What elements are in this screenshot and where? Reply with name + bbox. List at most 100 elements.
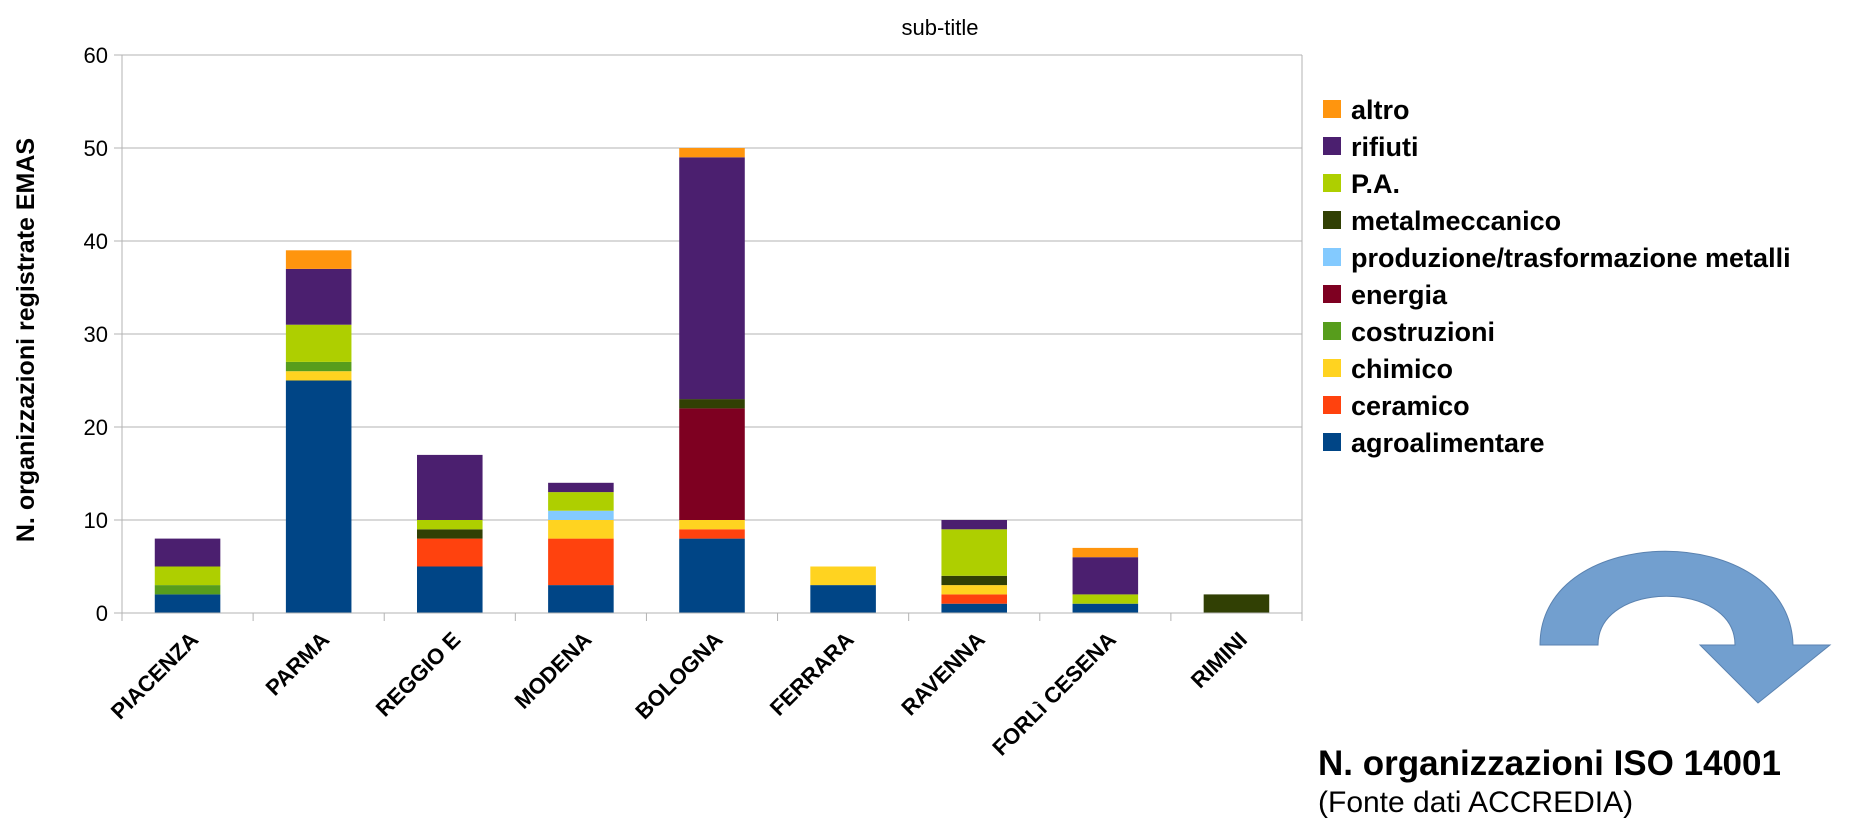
bar-segment [679, 399, 745, 409]
bar-segment [679, 520, 745, 530]
bar-segment [154, 566, 221, 586]
bar-stack [810, 566, 876, 613]
legend-swatch [1323, 433, 1341, 451]
bar-segment [1072, 547, 1139, 558]
bar-stack [154, 538, 221, 613]
iso-count-title: N. organizzazioni ISO 14001 [1318, 744, 1781, 783]
legend-item: energia [1323, 280, 1448, 310]
legend-swatch [1323, 137, 1341, 155]
bar-segment [941, 529, 1007, 576]
iso-data-source: (Fonte dati ACCREDIA) [1318, 786, 1634, 819]
x-category-label: RAVENNA [896, 627, 990, 721]
bar-stacks [154, 148, 1270, 613]
bar-segment [548, 585, 614, 613]
x-category-label: MODENA [510, 627, 597, 714]
legend-item: P.A. [1323, 169, 1400, 199]
x-category-label: BOLOGNA [630, 627, 727, 724]
legend-item: agroalimentare [1323, 428, 1545, 458]
bar-segment [154, 538, 221, 567]
emas-stacked-bar-chart: sub-title N. organizzazioni registrate E… [12, 15, 1832, 761]
bar-segment [1072, 557, 1139, 595]
x-category-label: PARMA [261, 627, 335, 701]
bar-stack [285, 250, 352, 613]
bar-segment [285, 324, 352, 362]
bar-stack [1072, 547, 1139, 613]
y-axis-ticks: 0 10 20 30 40 50 60 [84, 43, 122, 626]
legend-item: rifiuti [1323, 132, 1419, 162]
y-tick-label: 30 [84, 322, 108, 347]
bar-segment [679, 157, 745, 400]
bar-segment [417, 538, 483, 567]
legend-item: metalmeccanico [1323, 206, 1561, 236]
bar-segment [154, 585, 221, 595]
bar-segment [285, 380, 352, 613]
legend-swatch [1323, 396, 1341, 414]
bar-segment [941, 575, 1007, 586]
bar-stack [679, 148, 745, 613]
bar-segment [548, 510, 614, 520]
legend-item: costruzioni [1323, 317, 1495, 347]
bar-stack [417, 454, 483, 613]
bar-segment [941, 603, 1007, 613]
bar-segment [417, 566, 483, 613]
y-tick-label: 40 [84, 229, 108, 254]
legend-item: produzione/trasformazione metalli [1323, 243, 1791, 273]
bar-segment [679, 529, 745, 539]
bar-segment [548, 492, 614, 511]
bar-segment [679, 148, 745, 158]
legend-label: agroalimentare [1351, 428, 1545, 458]
legend-label: metalmeccanico [1351, 206, 1561, 236]
legend-item: altro [1323, 95, 1410, 125]
y-tick-label: 10 [84, 508, 108, 533]
bar-segment [417, 529, 483, 539]
bar-segment [1072, 603, 1139, 613]
bar-segment [1203, 594, 1270, 613]
legend-item: ceramico [1323, 391, 1470, 421]
x-category-label: FERRARA [765, 627, 859, 721]
legend-label: produzione/trasformazione metalli [1351, 243, 1791, 273]
bar-segment [154, 594, 221, 613]
curved-arrow-shape [1539, 550, 1832, 704]
bar-segment [941, 594, 1007, 604]
bar-segment [285, 371, 352, 381]
y-tick-label: 50 [84, 136, 108, 161]
bar-segment [285, 250, 352, 269]
legend-label: chimico [1351, 354, 1453, 384]
bar-segment [285, 361, 352, 372]
bar-segment [548, 482, 614, 493]
bar-segment [548, 520, 614, 539]
bar-segment [810, 585, 876, 613]
legend-label: costruzioni [1351, 317, 1495, 347]
bar-segment [941, 585, 1007, 595]
bar-segment [417, 454, 483, 520]
x-category-label: FORLì CESENA [987, 627, 1121, 761]
bar-segment [679, 538, 745, 613]
bar-segment [285, 268, 352, 325]
legend-swatch [1323, 100, 1341, 118]
y-tick-label: 60 [84, 43, 108, 68]
bar-segment [417, 520, 483, 530]
y-tick-label: 20 [84, 415, 108, 440]
bar-stack [941, 520, 1007, 613]
legend: altro rifiuti P.A. metalmeccanico produzione… [1323, 95, 1791, 458]
x-axis-category-labels: PIACENZA PARMA REGGIO E MODENA BOLOGNA FERRAR… [106, 627, 1252, 761]
legend-label: energia [1351, 280, 1448, 310]
bar-segment [810, 566, 876, 586]
curved-arrow-icon [1539, 550, 1832, 704]
chart-subtitle: sub-title [901, 15, 978, 40]
bar-segment [1072, 594, 1139, 604]
legend-label: ceramico [1351, 391, 1470, 421]
legend-item: chimico [1323, 354, 1453, 384]
legend-swatch [1323, 322, 1341, 340]
y-axis-label: N. organizzazioni registrate EMAS [12, 138, 40, 542]
bar-segment [941, 520, 1007, 530]
legend-label: altro [1351, 95, 1410, 125]
legend-swatch [1323, 174, 1341, 192]
legend-label: rifiuti [1351, 132, 1419, 162]
bar-stack [548, 482, 614, 613]
bar-stack [1203, 594, 1270, 613]
x-category-label: RIMINI [1186, 627, 1252, 693]
axes [121, 55, 1303, 621]
y-tick-label: 0 [96, 601, 108, 626]
bar-segment [548, 538, 614, 586]
